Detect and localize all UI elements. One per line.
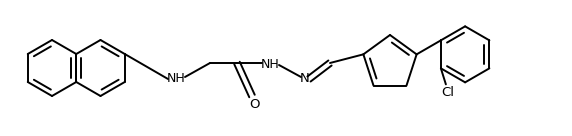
Text: NH: NH	[261, 58, 279, 72]
Text: O: O	[249, 98, 259, 110]
Text: N: N	[300, 72, 310, 86]
Text: NH: NH	[166, 72, 185, 86]
Text: Cl: Cl	[442, 86, 454, 99]
